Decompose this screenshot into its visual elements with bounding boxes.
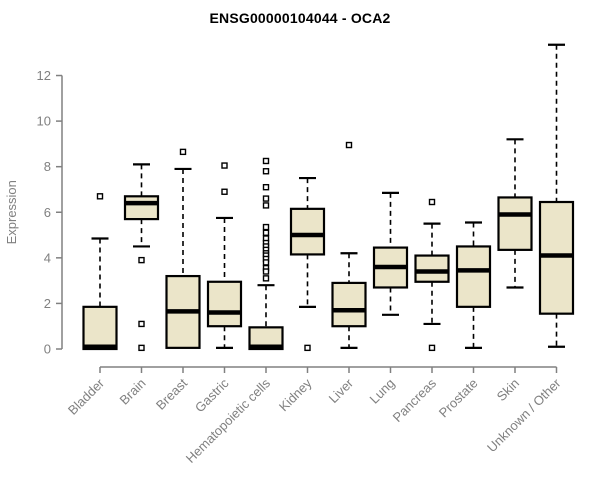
- x-tick-label: Prostate: [436, 376, 481, 421]
- box-brain: [123, 195, 160, 221]
- outlier-point: [262, 229, 270, 236]
- outlier-point: [345, 141, 353, 149]
- outlier-point: [138, 320, 145, 328]
- y-tick-label: 0: [44, 342, 51, 357]
- y-tick-label: 8: [44, 159, 51, 174]
- box-gastric: [206, 280, 243, 328]
- box-pancreas: [414, 254, 450, 283]
- outlier-point: [262, 183, 270, 191]
- x-tick-label: Gastric: [192, 375, 232, 415]
- x-tick-label: Liver: [326, 375, 357, 406]
- x-tick-label: Kidney: [276, 375, 315, 414]
- outlier-point: [221, 188, 228, 195]
- box-bladder: [82, 305, 118, 351]
- y-tick-label: 2: [44, 296, 51, 311]
- box-kidney: [289, 207, 326, 256]
- outlier-point: [428, 344, 436, 352]
- outlier-point: [262, 195, 270, 202]
- outlier-point: [262, 223, 270, 231]
- box-unknown-other: [538, 200, 575, 315]
- outlier-point: [96, 193, 104, 200]
- x-tick-label: Breast: [153, 375, 190, 412]
- x-tick-label: Brain: [117, 376, 149, 408]
- outlier-point: [262, 275, 270, 282]
- y-tick-label: 10: [37, 114, 51, 129]
- y-tick-label: 12: [37, 68, 51, 83]
- outlier-point: [262, 259, 270, 266]
- outlier-point: [262, 268, 270, 275]
- outlier-point: [138, 256, 145, 264]
- x-tick-label: Bladder: [65, 375, 108, 418]
- y-axis-title: Expression: [4, 180, 19, 244]
- x-tick-label: Pancreas: [390, 375, 440, 425]
- x-tick-label: Lung: [367, 376, 398, 407]
- outlier-point: [304, 344, 311, 352]
- box-liver: [331, 281, 367, 328]
- outlier-point: [179, 148, 187, 156]
- box-hematopoietic-cells: [248, 326, 284, 351]
- box-skin: [497, 196, 533, 251]
- x-tick-label: Skin: [494, 376, 522, 404]
- outlier-point: [221, 162, 228, 169]
- outlier-point: [428, 198, 436, 206]
- outlier-point: [262, 202, 270, 209]
- x-tick-label: Unknown / Other: [484, 375, 564, 455]
- outlier-point: [262, 157, 270, 165]
- chart-title: ENSG00000104044 - OCA2: [209, 10, 391, 26]
- outlier-point: [262, 168, 270, 175]
- y-tick-label: 6: [44, 205, 51, 220]
- outlier-point: [138, 344, 145, 352]
- box-prostate: [455, 245, 492, 308]
- y-tick-label: 4: [44, 250, 51, 265]
